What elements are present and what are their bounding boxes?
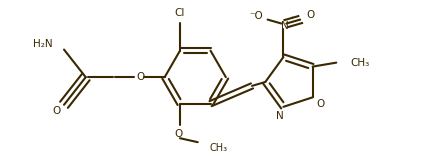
Text: N: N (275, 111, 283, 121)
Text: O: O (137, 72, 145, 82)
Text: CH₃: CH₃ (350, 58, 369, 68)
Text: ⁻O: ⁻O (249, 11, 263, 21)
Text: O: O (317, 99, 325, 109)
Text: H₂N: H₂N (33, 39, 52, 49)
Text: O: O (306, 10, 314, 20)
Text: CH₃: CH₃ (209, 143, 228, 153)
Text: O: O (175, 129, 183, 139)
Text: ⁺: ⁺ (289, 15, 293, 24)
Text: Cl: Cl (175, 8, 185, 18)
Text: O: O (52, 106, 60, 116)
Text: N: N (281, 20, 289, 31)
